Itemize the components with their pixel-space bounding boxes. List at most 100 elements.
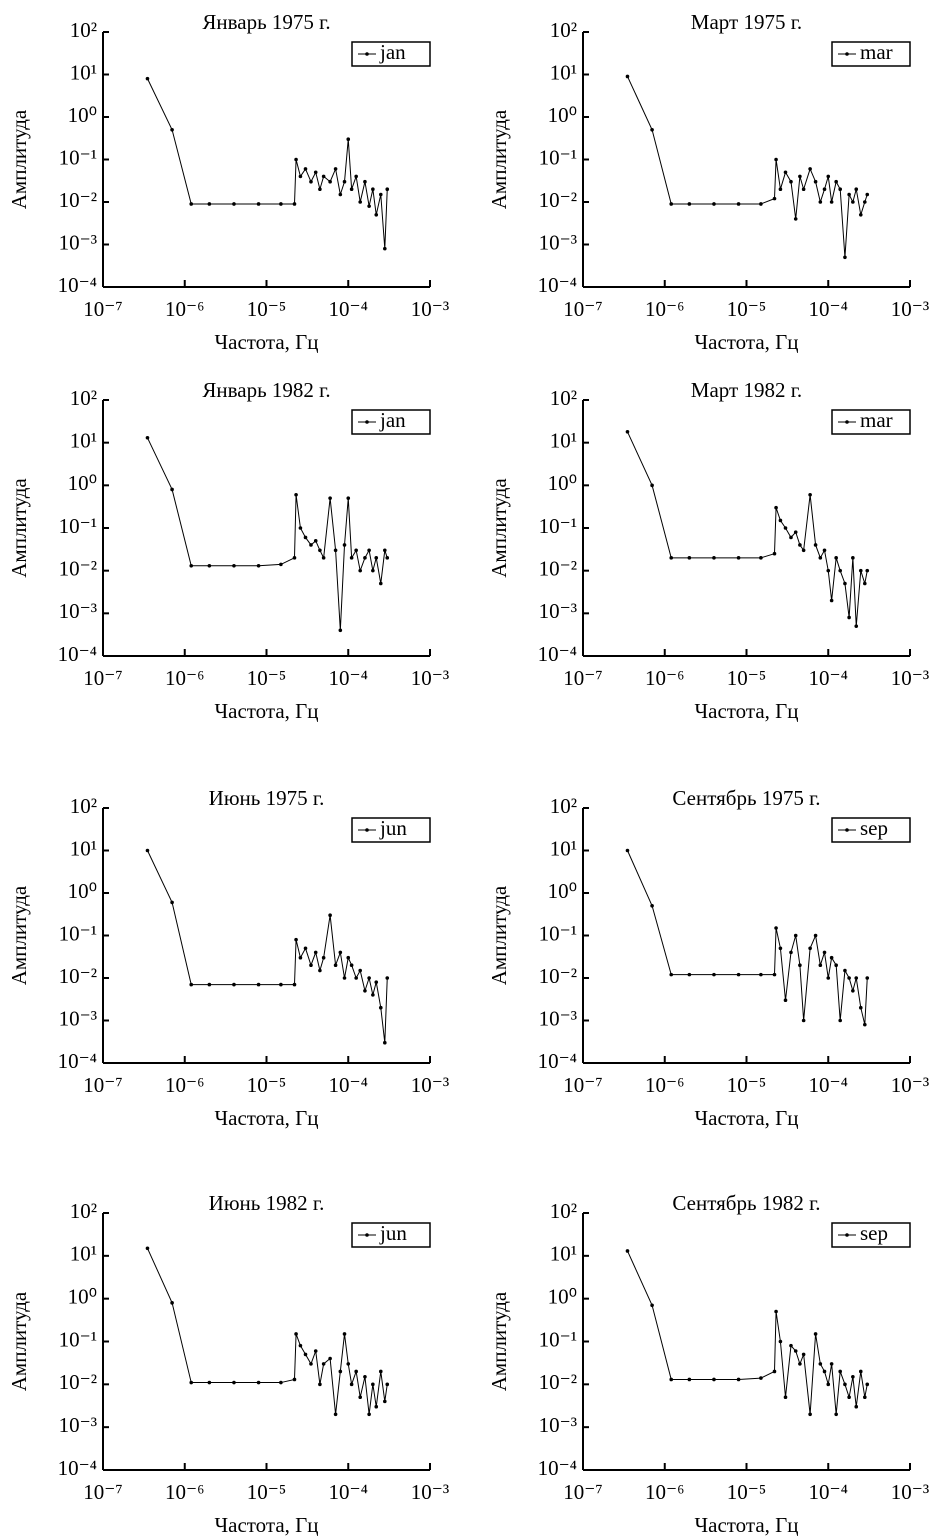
data-point	[358, 968, 362, 973]
data-point	[313, 1349, 318, 1353]
legend-label: jun	[379, 1221, 407, 1245]
data-point	[650, 1303, 654, 1308]
x-tick-label: 10⁻⁶	[645, 1073, 684, 1097]
x-tick-label: 10⁻⁵	[727, 1480, 766, 1504]
data-point	[170, 1301, 174, 1305]
y-tick-label: 10⁻²	[539, 1370, 577, 1394]
data-point	[829, 598, 834, 603]
data-point	[385, 187, 390, 192]
data-point	[189, 1380, 194, 1385]
y-axis-label: Амплитуда	[7, 1291, 31, 1391]
data-point	[863, 1395, 867, 1400]
chart-panel: 10⁻⁴ 10⁻³ 10⁻² 10⁻¹ 10⁰ 10¹ 10² 10⁻⁷ 10⁻⁶ 10⁻⁵ 10⁻…	[487, 10, 929, 354]
data-point	[789, 1343, 793, 1348]
data-point	[801, 548, 806, 553]
data-point	[801, 187, 806, 192]
data-point	[207, 564, 212, 568]
series-line	[627, 850, 868, 1025]
data-point	[333, 1412, 338, 1417]
series-line	[147, 850, 388, 1043]
x-tick-label: 10⁻⁵	[247, 297, 286, 321]
data-point	[865, 976, 870, 980]
data-point	[847, 192, 851, 197]
chart-title: Март 1982 г.	[691, 378, 802, 402]
y-tick-label: 10⁻¹	[59, 921, 97, 945]
y-tick-label: 10²	[550, 18, 577, 42]
data-point	[669, 202, 674, 206]
data-point	[383, 1399, 387, 1404]
data-point	[298, 955, 303, 960]
data-point	[321, 174, 326, 179]
data-point	[374, 556, 379, 560]
data-point	[232, 1380, 236, 1385]
data-point	[385, 1382, 390, 1387]
data-point	[292, 556, 297, 560]
data-point	[358, 568, 362, 573]
x-tick-label: 10⁻⁷	[563, 1073, 602, 1097]
y-tick-label: 10⁻²	[539, 556, 577, 580]
chart-title: Июнь 1982 г.	[209, 1191, 325, 1215]
data-point	[650, 127, 654, 132]
data-point	[346, 137, 351, 142]
y-tick-label: 10⁰	[68, 103, 97, 127]
data-point	[303, 946, 308, 951]
data-point	[367, 976, 371, 980]
data-point	[189, 982, 194, 987]
data-point	[843, 1382, 847, 1387]
x-tick-label: 10⁻⁴	[329, 1073, 368, 1097]
legend-label: mar	[860, 40, 893, 64]
legend-label: jun	[379, 816, 407, 840]
legend-marker	[845, 1233, 849, 1237]
legend-label: jan	[379, 40, 406, 64]
y-axis-label: Амплитуда	[487, 1291, 511, 1391]
data-point	[298, 174, 303, 179]
data-point	[736, 556, 741, 560]
data-point	[294, 937, 298, 942]
data-point	[854, 976, 859, 980]
data-point	[358, 200, 362, 204]
data-point	[854, 1404, 859, 1409]
data-point	[189, 564, 194, 568]
data-point	[865, 192, 870, 197]
y-tick-label: 10⁻¹	[59, 514, 97, 538]
data-point	[342, 1332, 347, 1336]
data-point	[371, 1382, 375, 1387]
data-point	[793, 933, 798, 938]
x-tick-label: 10⁻⁵	[727, 1073, 766, 1097]
data-point	[793, 1349, 798, 1353]
y-tick-label: 10¹	[550, 60, 577, 84]
data-point	[834, 556, 838, 560]
data-point	[838, 187, 842, 192]
x-tick-label: 10⁻³	[411, 666, 449, 690]
data-point	[318, 968, 322, 973]
x-tick-label: 10⁻⁴	[809, 666, 848, 690]
data-point	[318, 187, 322, 192]
data-point	[798, 1362, 802, 1366]
data-point	[798, 174, 802, 179]
data-point	[736, 972, 741, 977]
data-point	[371, 187, 375, 192]
data-point	[346, 496, 351, 500]
y-tick-label: 10¹	[550, 836, 577, 860]
data-point	[826, 976, 831, 980]
data-point	[863, 581, 867, 586]
series-line	[627, 1250, 868, 1415]
data-point	[279, 562, 283, 567]
chart-panel: 10⁻⁴ 10⁻³ 10⁻² 10⁻¹ 10⁰ 10¹ 10² 10⁻⁷ 10⁻⁶ 10⁻⁵ 10⁻…	[487, 1191, 929, 1537]
data-point	[834, 179, 838, 184]
data-point	[378, 1005, 383, 1010]
y-tick-label: 10⁰	[68, 1284, 97, 1308]
y-axis-label: Амплитуда	[487, 885, 511, 985]
y-tick-label: 10⁻⁴	[538, 1049, 577, 1073]
data-point	[303, 535, 308, 540]
x-tick-label: 10⁻⁶	[165, 1073, 204, 1097]
data-point	[808, 492, 812, 497]
x-tick-label: 10⁻⁵	[247, 1073, 286, 1097]
y-tick-label: 10¹	[70, 1242, 97, 1266]
data-point	[847, 976, 851, 980]
x-tick-label: 10⁻⁶	[165, 666, 204, 690]
series-line	[627, 431, 868, 627]
data-point	[346, 955, 351, 960]
data-point	[669, 1377, 674, 1382]
